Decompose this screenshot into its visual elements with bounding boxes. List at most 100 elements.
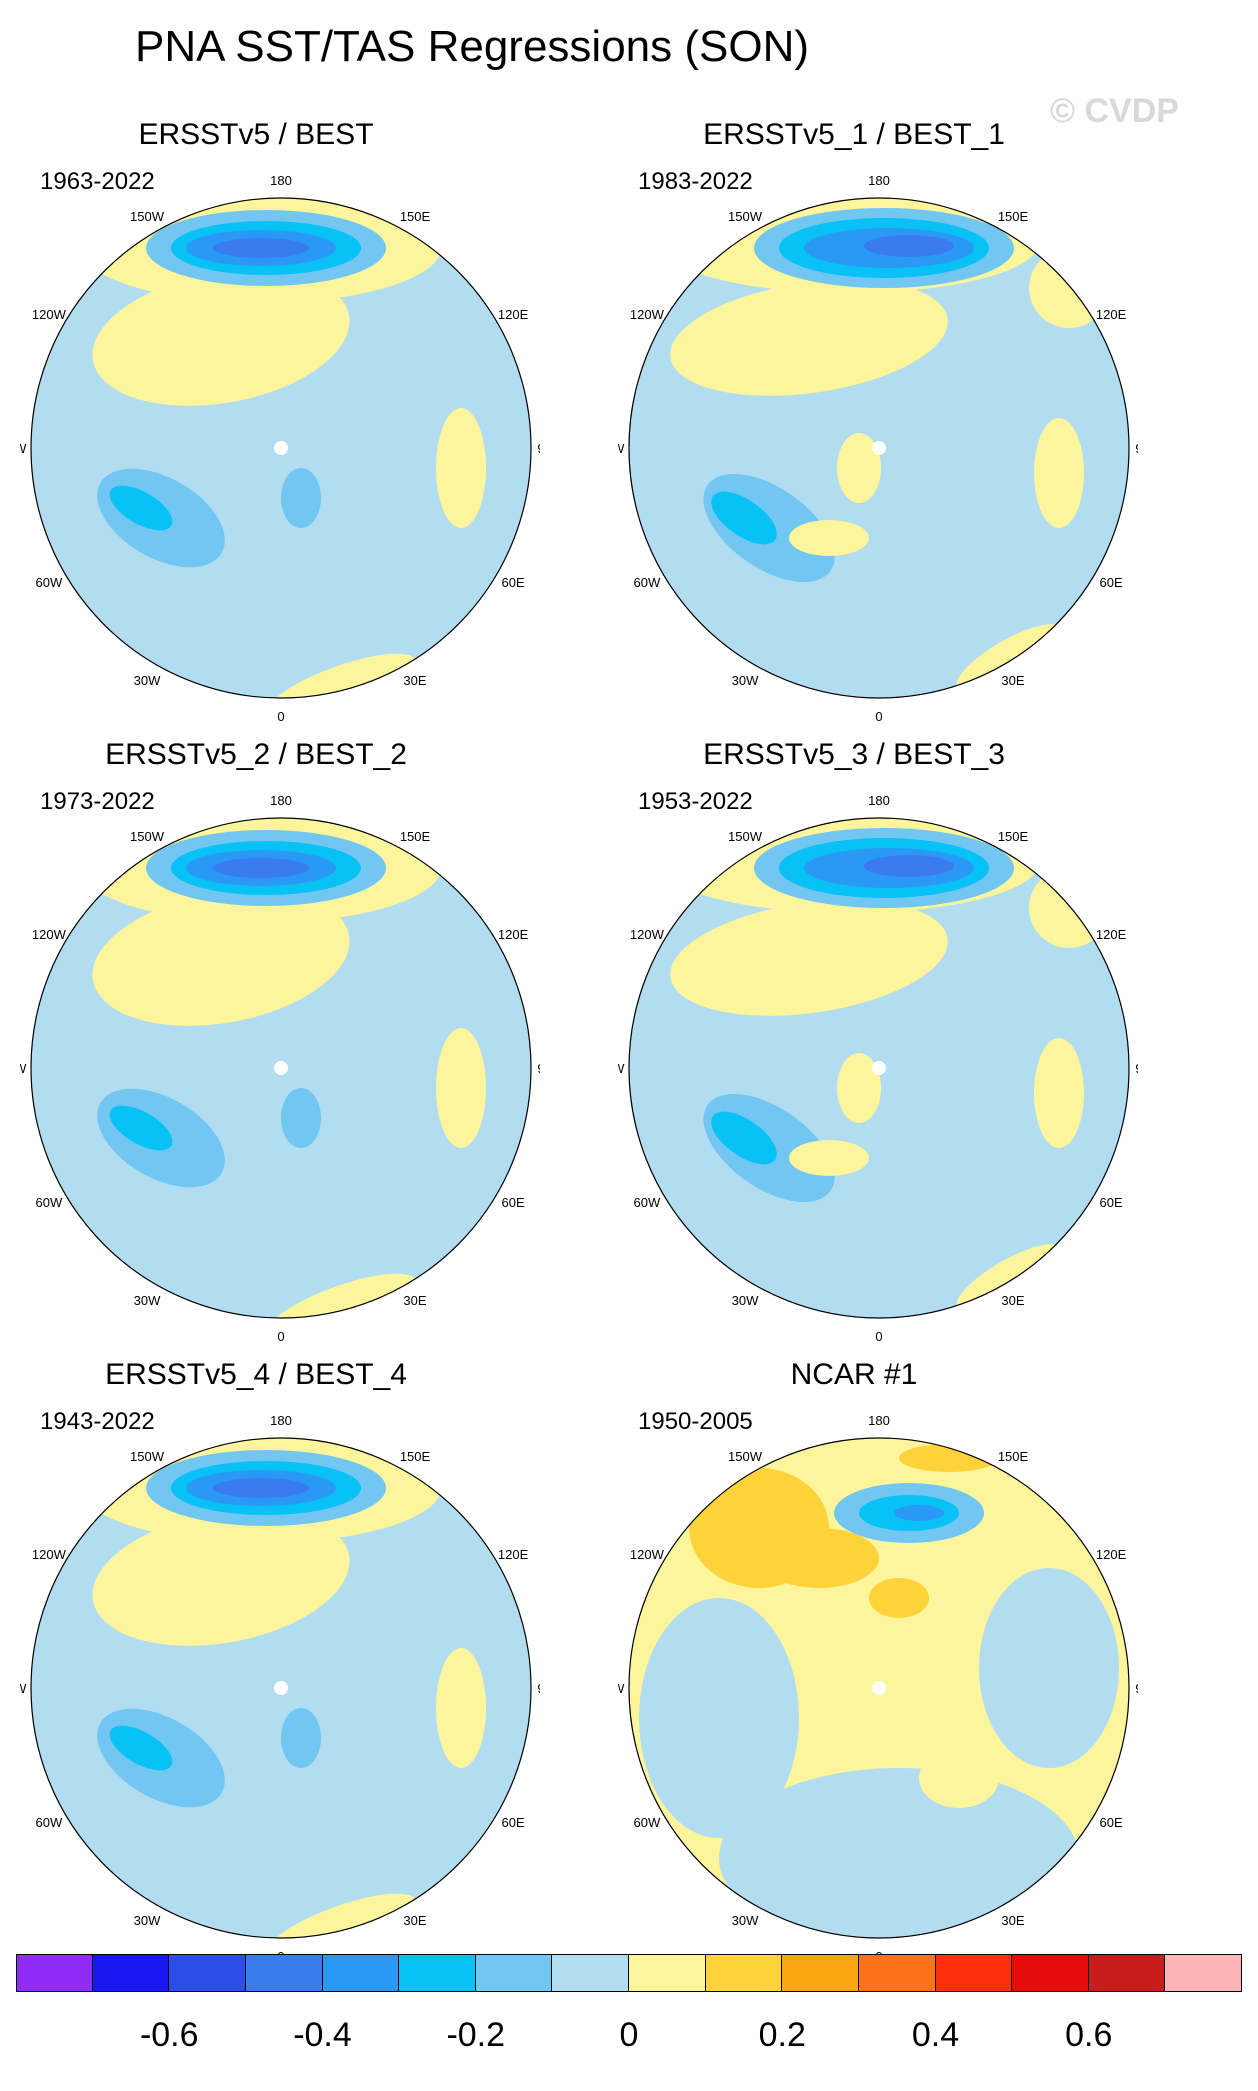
pole-marker [872, 1061, 886, 1075]
map-boundary [628, 1437, 1130, 1939]
positive-anomaly-region [789, 1140, 869, 1176]
colorbar-swatch [705, 1954, 783, 1992]
longitude-label: 60W [634, 1815, 661, 1830]
longitude-label: 90E [1135, 1681, 1138, 1696]
longitude-label: 120E [1096, 1547, 1127, 1562]
negative-anomaly-region [213, 858, 309, 878]
positive-anomaly-region [670, 280, 948, 396]
longitude-label: 120E [1096, 307, 1127, 322]
longitude-label: 120E [498, 1547, 529, 1562]
longitude-label: 90W [20, 1061, 27, 1076]
longitude-label: 120E [1096, 927, 1127, 942]
longitude-label: 150E [400, 209, 431, 224]
longitude-label: 180 [270, 1413, 292, 1428]
panel-title: ERSSTv5_2 / BEST_2 [105, 738, 407, 771]
longitude-label: 150E [998, 829, 1029, 844]
longitude-label: 150E [400, 1449, 431, 1464]
positive-anomaly-region [1034, 1038, 1084, 1148]
longitude-label: 90W [618, 1681, 625, 1696]
map-panel: ERSSTv5_4 / BEST_4 1943-2022 180 150E 120E 90… [20, 1358, 540, 1978]
pole-marker [872, 1681, 886, 1695]
pole-marker [872, 441, 886, 455]
panel-years: 1950-2005 [638, 1408, 753, 1435]
colorbar-swatch [935, 1954, 1013, 1992]
map-panel: ERSSTv5_3 / BEST_3 1953-2022 180 150E 120E 90… [618, 738, 1138, 1358]
longitude-label: 30W [732, 1913, 759, 1928]
panel-years: 1973-2022 [40, 788, 155, 815]
positive-anomaly-region [809, 1668, 929, 1768]
negative-anomaly-region [711, 491, 777, 545]
longitude-label: 180 [270, 793, 292, 808]
longitude-label: 120W [32, 307, 67, 322]
colorbar-swatch [1088, 1954, 1166, 1992]
longitude-label: 150W [130, 1449, 165, 1464]
panel-title: ERSSTv5_1 / BEST_1 [703, 118, 1005, 151]
negative-anomaly-region [719, 1768, 1079, 1938]
panel-years: 1943-2022 [40, 1408, 155, 1435]
panel-years: 1963-2022 [40, 168, 155, 195]
negative-anomaly-region [894, 1505, 944, 1521]
longitude-label: 60W [36, 1815, 63, 1830]
longitude-label: 60W [36, 1195, 63, 1210]
longitude-label: 150W [130, 829, 165, 844]
positive-anomaly-region [919, 1748, 999, 1808]
longitude-label: 0 [875, 709, 882, 724]
negative-anomaly-region [109, 1105, 173, 1151]
colorbar-swatch [1165, 1954, 1242, 1992]
colorbar-swatch [858, 1954, 936, 1992]
colorbar-tick-label: 0.6 [1065, 2016, 1113, 2054]
longitude-label: 90E [537, 1061, 540, 1076]
longitude-label: 60E [1100, 1195, 1123, 1210]
positive-anomaly-region [265, 1893, 417, 1938]
longitude-label: 150E [998, 1449, 1029, 1464]
longitude-label: 180 [868, 173, 890, 188]
positive-anomaly-region [436, 1028, 486, 1148]
positive-anomaly-region [92, 270, 350, 406]
pole-marker [274, 1681, 288, 1695]
longitude-label: 180 [868, 1413, 890, 1428]
positive-anomaly-region [265, 1273, 417, 1318]
polar-map: 180150E120E90E60E30E030W60W90W120W150W [618, 793, 1138, 1344]
colorbar [16, 1954, 1242, 1992]
panel-title: NCAR #1 [790, 1358, 918, 1391]
colorbar-swatch [322, 1954, 400, 1992]
positive-anomaly-region [869, 1578, 929, 1618]
negative-anomaly-region [213, 238, 309, 258]
longitude-label: 30E [1001, 1293, 1024, 1308]
negative-anomaly-region [109, 485, 173, 531]
longitude-label: 90E [537, 441, 540, 456]
colorbar-tick-label: -0.2 [446, 2016, 506, 2054]
positive-anomaly-region [92, 890, 350, 1026]
pole-marker [274, 1061, 288, 1075]
colorbar-tick-label: 0.4 [911, 2016, 960, 2054]
panel-years: 1983-2022 [638, 168, 753, 195]
longitude-label: 180 [270, 173, 292, 188]
colorbar-tick-label: -0.4 [293, 2016, 352, 2054]
longitude-label: 90W [618, 441, 625, 456]
longitude-label: 60W [634, 1195, 661, 1210]
positive-anomaly-region [837, 433, 881, 503]
watermark: © CVDP [1050, 92, 1179, 130]
longitude-label: 30W [134, 673, 161, 688]
positive-anomaly-region [837, 1053, 881, 1123]
map-panel: ERSSTv5 / BEST 1963-2022 180 150E 120E 90E 60E… [20, 118, 540, 738]
longitude-label: 60E [502, 1815, 525, 1830]
polar-map: 180150E120E90E60E30E030W60W90W120W150W [20, 1413, 540, 1964]
longitude-label: 120E [498, 307, 529, 322]
panel-years: 1953-2022 [638, 788, 753, 815]
map-boundary [30, 1437, 532, 1939]
colorbar-swatch [475, 1954, 553, 1992]
negative-anomaly-region [639, 1598, 799, 1838]
longitude-label: 150W [130, 209, 165, 224]
colorbar-swatch [1012, 1954, 1089, 1992]
map-boundary [30, 817, 532, 1319]
longitude-label: 60E [1100, 1815, 1123, 1830]
longitude-label: 30W [732, 673, 759, 688]
polar-map: 180150E120E90E60E30E030W60W90W120W150W [20, 793, 540, 1344]
colorbar-tick-label: 0 [619, 2016, 639, 2054]
longitude-label: 150W [728, 1449, 763, 1464]
map-panel: ERSSTv5_1 / BEST_1 1983-2022 180 150E 120E 90… [618, 118, 1138, 738]
map-boundary [30, 197, 532, 699]
longitude-label: 30W [134, 1293, 161, 1308]
positive-anomaly-region [92, 1510, 350, 1646]
